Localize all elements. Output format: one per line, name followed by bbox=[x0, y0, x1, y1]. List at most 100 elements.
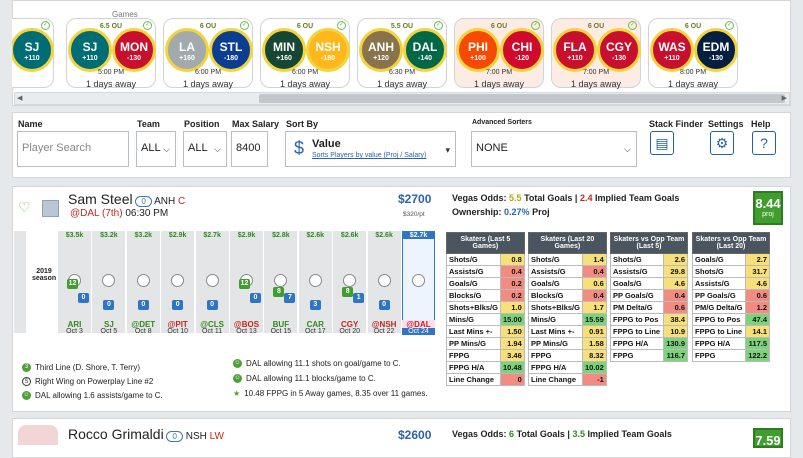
stack-finder-button[interactable]: ▤ bbox=[650, 131, 674, 155]
home-team-logo[interactable]: STL -180 bbox=[209, 28, 253, 72]
game-card[interactable]: 6 OU ✓ WAS +110 EDM -130 8:00 PM 1 days away bbox=[648, 18, 738, 89]
stat-value: 122.2 bbox=[745, 349, 770, 362]
team-select[interactable]: ALL ⌵ bbox=[136, 131, 176, 167]
stats-row: Mins/G 15.00 bbox=[446, 313, 525, 326]
stat-value: 10.9 bbox=[663, 325, 688, 338]
stat-value: 0.4 bbox=[581, 265, 607, 278]
over-under: 6.5 OU bbox=[99, 23, 123, 30]
projection-label: proj bbox=[762, 211, 774, 218]
home-team: SJ bbox=[24, 40, 40, 54]
game-toggle[interactable] bbox=[136, 274, 150, 287]
note-blocks: ☺ DAL allowing 11.1 blocks/game to C. bbox=[233, 374, 376, 384]
away-team-logo[interactable]: ANH +120 bbox=[359, 28, 403, 72]
home-line: -180 bbox=[223, 55, 238, 62]
game-toggle[interactable] bbox=[377, 274, 391, 287]
check-icon[interactable]: ✓ bbox=[337, 21, 346, 30]
check-icon[interactable]: ✓ bbox=[41, 21, 50, 30]
vegas-odds: Vegas Odds: 6 Total Goals | 3.5 Implied … bbox=[452, 429, 672, 439]
sort-by-select[interactable]: $ Value Sorts Players by value (Proj / S… bbox=[285, 131, 456, 167]
chevron-down-icon: ⌵ bbox=[214, 144, 221, 154]
shots-marker: 0 bbox=[206, 300, 218, 310]
check-icon[interactable]: ✓ bbox=[628, 21, 637, 30]
away-line: +120 bbox=[373, 55, 389, 62]
away-team-logo[interactable]: PHI +100 bbox=[456, 28, 500, 72]
check-icon[interactable]: ✓ bbox=[240, 21, 249, 30]
days-away: 1 days away bbox=[279, 79, 331, 89]
game-toggle[interactable] bbox=[412, 274, 425, 287]
player-search-placeholder: Player Search bbox=[22, 142, 92, 154]
home-team-logo[interactable]: CHI -120 bbox=[500, 28, 544, 72]
player-name[interactable]: Sam Steel bbox=[68, 191, 133, 207]
note-text: Third Line (D. Shore, T. Terry) bbox=[35, 363, 141, 372]
shots-marker: 7 bbox=[284, 293, 296, 303]
game-toggle[interactable] bbox=[343, 274, 357, 287]
check-icon[interactable]: ✓ bbox=[531, 21, 540, 30]
shots-marker: 0 bbox=[137, 300, 149, 310]
days-away: 1 days away bbox=[570, 79, 622, 89]
player-header: Rocco Grimaldi 0 NSH LW bbox=[68, 426, 224, 442]
game-toggle[interactable] bbox=[274, 274, 288, 287]
away-team: WAS bbox=[658, 40, 686, 54]
game-salary: $3.2k bbox=[134, 232, 153, 239]
check-icon[interactable]: ✓ bbox=[143, 21, 152, 30]
home-team-logo[interactable]: NSH -180 bbox=[306, 28, 350, 72]
scroll-right-icon[interactable]: ▶ bbox=[781, 95, 787, 102]
away-team-logo[interactable]: CLS+105 bbox=[0, 28, 10, 72]
game-card[interactable]: 6 OU ✓ MIN +160 NSH -180 6:00 PM 1 days away bbox=[260, 18, 350, 89]
stat-label: Assists/G bbox=[528, 265, 583, 278]
games-scrollbar[interactable]: ◀ ▶ bbox=[14, 92, 790, 105]
ownership-suffix: Proj bbox=[532, 207, 550, 217]
home-team-logo[interactable]: CGY -130 bbox=[597, 28, 641, 72]
game-salary: $2.6k bbox=[375, 232, 393, 239]
game-toggle[interactable] bbox=[308, 274, 322, 287]
advanced-sorters-select[interactable]: NONE ⌵ bbox=[471, 131, 637, 167]
player-badge[interactable]: 0 bbox=[135, 195, 152, 207]
game-toggle[interactable] bbox=[205, 274, 219, 287]
check-icon[interactable]: ✓ bbox=[725, 21, 734, 30]
days-away: 1 days away bbox=[473, 79, 525, 89]
player-badge[interactable]: 0 bbox=[166, 430, 183, 442]
home-team-logo[interactable]: EDM -130 bbox=[694, 28, 738, 72]
stat-label: PP Mins/G bbox=[446, 337, 501, 350]
game-toggle[interactable] bbox=[102, 274, 116, 287]
stats-row: FPPG to Line 14.1 bbox=[691, 325, 770, 338]
home-team-logo[interactable]: DAL -140 bbox=[403, 28, 447, 72]
player-search-input[interactable]: Player Search bbox=[17, 131, 129, 167]
game-card[interactable]: 5.5 OU ✓ ANH +120 DAL -140 6:30 PM 1 days away bbox=[357, 18, 447, 89]
game-card[interactable]: 6.5 OU ✓ SJ +110 MON -130 5:00 PM 1 days away bbox=[66, 18, 156, 89]
total-goals-label: Total Goals bbox=[524, 193, 573, 203]
away-team-logo[interactable]: FLA +110 bbox=[553, 28, 597, 72]
position-select[interactable]: ALL ⌵ bbox=[183, 131, 227, 167]
player-position: C bbox=[177, 196, 186, 207]
home-team: DAL bbox=[412, 40, 438, 54]
help-button[interactable]: ? bbox=[752, 131, 776, 155]
stats-table-header: Skaters (Last 20 Games) bbox=[528, 232, 607, 254]
stats-row: Mins/G 15.59 bbox=[528, 313, 607, 326]
scroll-thumb[interactable] bbox=[259, 94, 785, 103]
stat-label: Shots+Blks/G bbox=[446, 301, 501, 314]
away-team-logo[interactable]: SJ +110 bbox=[68, 28, 112, 72]
away-team-logo[interactable]: LA +160 bbox=[165, 28, 209, 72]
game-toggle[interactable] bbox=[171, 274, 185, 287]
game-card[interactable]: ✓ CLS+105SJ+110 bbox=[0, 18, 54, 88]
home-team-logo[interactable]: MON -130 bbox=[112, 28, 156, 72]
away-team-logo[interactable]: MIN +160 bbox=[262, 28, 306, 72]
max-salary-input[interactable]: 8400 bbox=[231, 131, 268, 167]
game-date: Oct 13 bbox=[236, 328, 257, 335]
scroll-left-icon[interactable]: ◀ bbox=[17, 95, 23, 102]
game-card[interactable]: 6 OU ✓ PHI +100 CHI -120 7:00 PM 1 days away bbox=[454, 18, 544, 89]
implied-goals: 3.5 bbox=[572, 429, 585, 439]
stat-label: FPPG bbox=[446, 349, 501, 362]
stat-value: 1.7 bbox=[581, 301, 607, 314]
home-team-logo[interactable]: SJ +110 bbox=[12, 28, 54, 72]
away-team-logo[interactable]: WAS +110 bbox=[650, 28, 694, 72]
game-card[interactable]: 6 OU ✓ LA +160 STL -180 6:00 PM 1 days away bbox=[163, 18, 253, 89]
stat-value: 1.94 bbox=[499, 337, 525, 350]
game-time: 06:30 PM bbox=[125, 208, 169, 219]
game-card[interactable]: 6 OU ✓ FLA +110 CGY -130 7:00 PM 1 days away bbox=[551, 18, 641, 89]
favorite-icon[interactable]: ♡ bbox=[18, 199, 31, 215]
stat-label: Shots/G bbox=[446, 253, 501, 266]
player-name[interactable]: Rocco Grimaldi bbox=[68, 426, 164, 442]
check-icon[interactable]: ✓ bbox=[434, 21, 443, 30]
settings-button[interactable]: ⚙ bbox=[710, 131, 734, 155]
